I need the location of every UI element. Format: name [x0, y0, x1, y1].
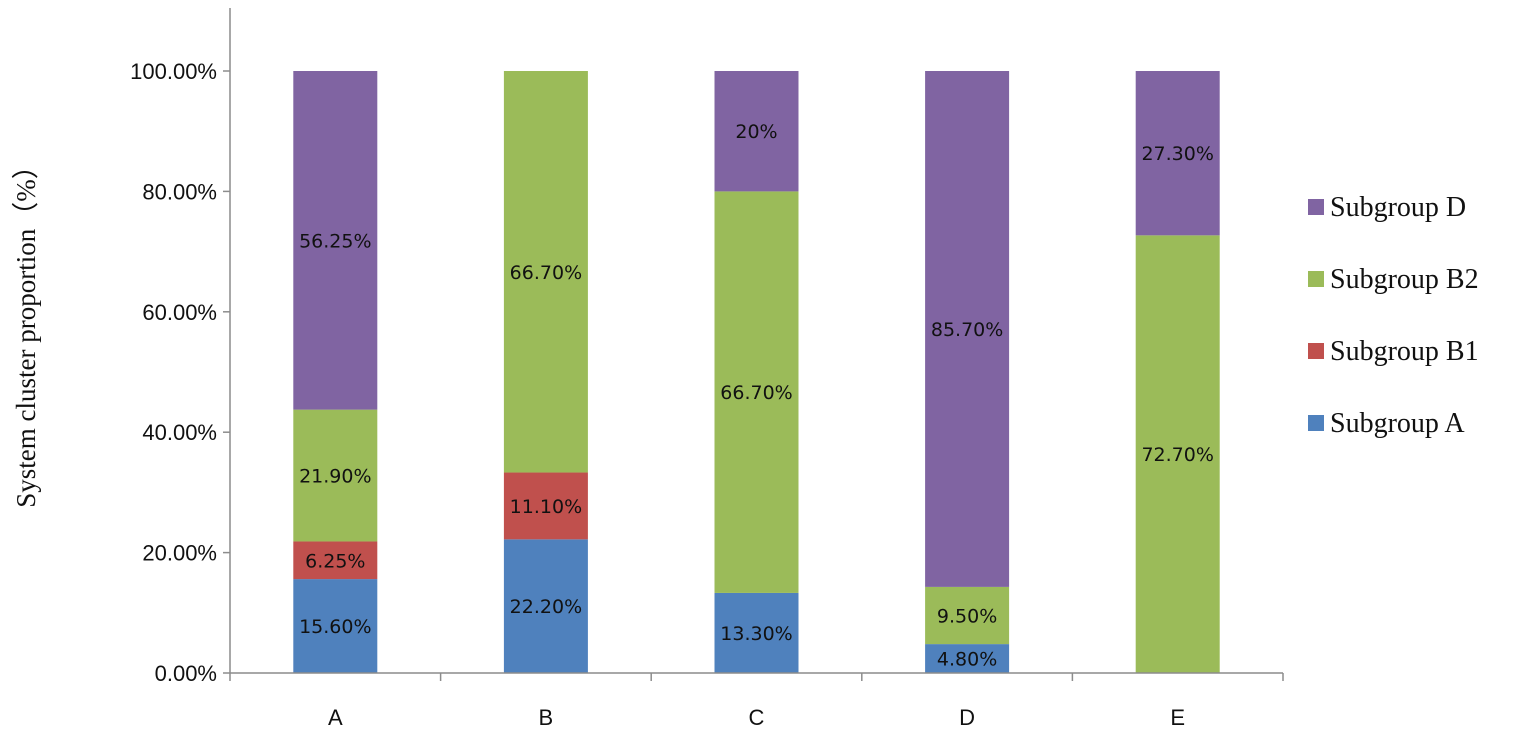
legend-swatch — [1308, 199, 1324, 215]
bar-a-subgroup-b2 — [293, 409, 378, 542]
plot-area: 15.60% 6.25% 21.90% 56.25% 22.20% 11.10% 66.70… — [293, 71, 1220, 673]
data-label: 72.70% — [1141, 444, 1213, 466]
y-tick-label: 0.00% — [155, 661, 217, 686]
bar-d-subgroup-a — [925, 644, 1010, 673]
bar-d-subgroup-b2 — [925, 586, 1010, 645]
data-label: 9.50% — [937, 606, 997, 628]
x-category-label: A — [328, 705, 343, 730]
y-tick-label: 100.00% — [130, 59, 217, 84]
legend: Subgroup D Subgroup B2 Subgroup B1 Subgroup… — [1308, 192, 1479, 439]
bar-e-subgroup-b2 — [1135, 235, 1220, 673]
axes: System cluster proportion（%） 0.00% 20.00%… — [11, 8, 1284, 730]
bar-d-subgroup-d — [925, 71, 1010, 587]
bar-e-subgroup-d — [1135, 71, 1220, 236]
bar-a-subgroup-b1 — [293, 541, 378, 580]
data-label: 27.30% — [1141, 143, 1213, 165]
x-category-label: E — [1170, 705, 1185, 730]
data-label: 4.80% — [937, 649, 997, 671]
x-category-label: C — [749, 705, 765, 730]
legend-label: Subgroup B1 — [1330, 336, 1479, 367]
data-label: 21.90% — [299, 466, 371, 488]
bar-a-subgroup-d — [293, 71, 378, 410]
data-label: 11.10% — [510, 496, 582, 518]
y-tick-label: 80.00% — [142, 179, 217, 204]
legend-swatch — [1308, 271, 1324, 287]
bar-b-subgroup-b2 — [503, 71, 588, 473]
data-label: 85.70% — [931, 319, 1003, 341]
legend-label: Subgroup A — [1330, 408, 1465, 439]
data-label: 15.60% — [299, 616, 371, 638]
bar-c-subgroup-d — [714, 71, 799, 192]
bar-c-subgroup-b2 — [714, 191, 799, 593]
x-category-label: B — [539, 705, 554, 730]
data-label: 6.25% — [305, 550, 365, 572]
y-tick-label: 20.00% — [142, 541, 217, 566]
data-label: 13.30% — [720, 623, 792, 645]
data-label: 20% — [735, 121, 777, 143]
legend-label: Subgroup B2 — [1330, 264, 1479, 295]
y-tick-label: 60.00% — [142, 300, 217, 325]
data-label: 56.25% — [299, 230, 371, 252]
y-axis-title: System cluster proportion（%） — [11, 152, 41, 507]
data-label: 22.20% — [510, 596, 582, 618]
legend-swatch — [1308, 415, 1324, 431]
bar-c-subgroup-a — [714, 592, 799, 673]
bar-b-subgroup-a — [503, 539, 588, 673]
legend-swatch — [1308, 343, 1324, 359]
data-label: 66.70% — [720, 382, 792, 404]
data-label: 66.70% — [510, 262, 582, 284]
bar-b-subgroup-b1 — [503, 472, 588, 540]
legend-label: Subgroup D — [1330, 192, 1466, 223]
x-category-label: D — [959, 705, 975, 730]
bar-a-subgroup-a — [293, 579, 378, 673]
y-tick-label: 40.00% — [142, 420, 217, 445]
